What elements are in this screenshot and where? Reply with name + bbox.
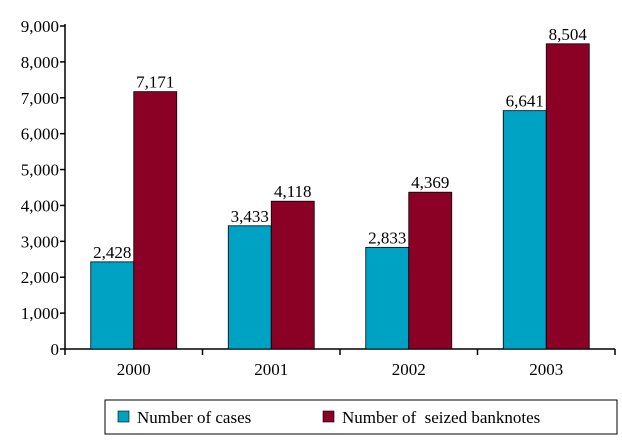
y-tick-label: 0 bbox=[51, 340, 60, 359]
y-tick-label: 9,000 bbox=[21, 17, 59, 36]
bar-value-label: 2,428 bbox=[93, 243, 131, 262]
legend-swatch-cases bbox=[117, 410, 130, 423]
bar-value-label: 7,171 bbox=[136, 73, 174, 92]
bar-value-label: 4,118 bbox=[274, 182, 312, 201]
legend-label-cases: Number of cases bbox=[137, 408, 251, 427]
bar-value-label: 4,369 bbox=[411, 173, 449, 192]
bar-seized-banknotes bbox=[408, 191, 453, 350]
bar-cases bbox=[502, 110, 547, 350]
bar-seized-banknotes bbox=[545, 43, 590, 350]
bar-value-label: 8,504 bbox=[549, 25, 588, 44]
y-tick-label: 8,000 bbox=[21, 53, 59, 72]
x-category-label: 2001 bbox=[254, 360, 288, 379]
x-category-label: 2003 bbox=[529, 360, 563, 379]
legend-swatch-seized-banknotes bbox=[322, 410, 335, 423]
bar-seized-banknotes bbox=[133, 91, 178, 350]
y-tick-label: 7,000 bbox=[21, 89, 59, 108]
bar-cases bbox=[227, 225, 272, 350]
y-tick-label: 5,000 bbox=[21, 161, 59, 180]
bar-seized-banknotes bbox=[270, 200, 315, 350]
y-tick-label: 1,000 bbox=[21, 304, 59, 323]
y-tick-label: 4,000 bbox=[21, 196, 59, 215]
bar-cases bbox=[365, 246, 410, 350]
bar-value-label: 6,641 bbox=[506, 92, 544, 111]
y-tick-label: 2,000 bbox=[21, 268, 59, 287]
x-category-label: 2000 bbox=[117, 360, 151, 379]
bar-value-label: 3,433 bbox=[231, 207, 269, 226]
y-tick-label: 3,000 bbox=[21, 232, 59, 251]
bar-cases bbox=[90, 261, 135, 350]
x-category-label: 2002 bbox=[392, 360, 426, 379]
legend-label-seized-banknotes: Number of seized banknotes bbox=[342, 408, 540, 427]
y-tick-label: 6,000 bbox=[21, 125, 59, 144]
bar-value-label: 2,833 bbox=[368, 228, 406, 247]
legend-box bbox=[104, 399, 618, 435]
